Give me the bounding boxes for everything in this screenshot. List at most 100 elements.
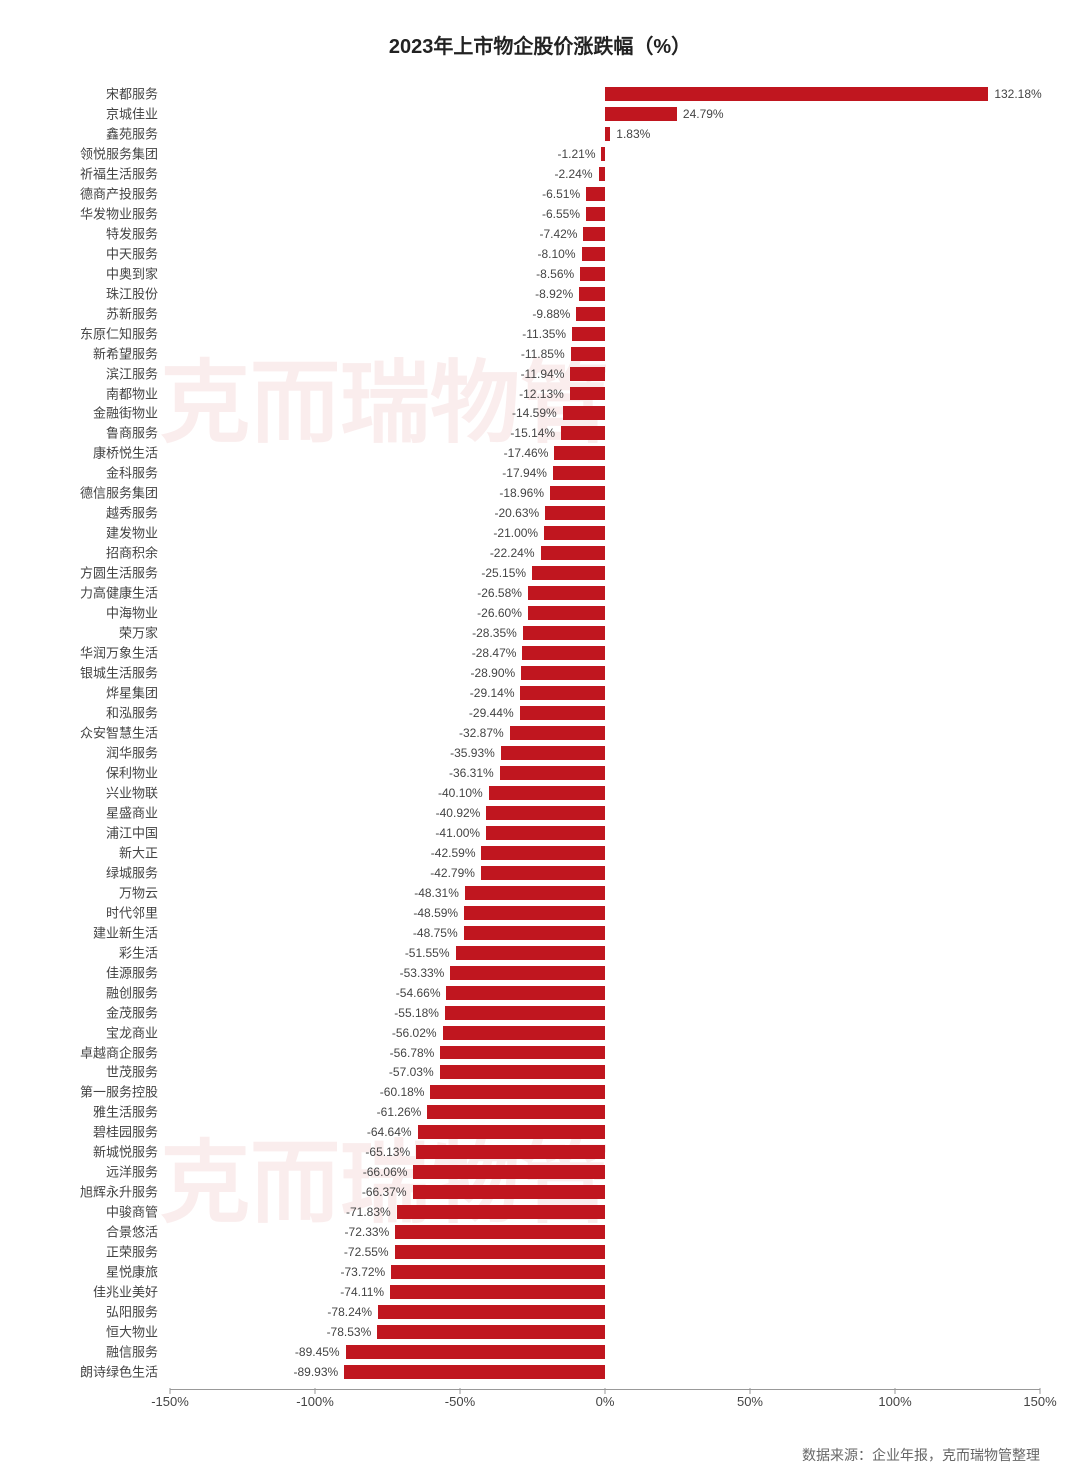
value-label: -72.33% — [345, 1226, 390, 1238]
bar — [501, 746, 605, 760]
y-category-label: 康桥悦生活 — [93, 447, 158, 460]
value-label: -11.94% — [521, 368, 565, 380]
chart-title: 2023年上市物企股价涨跌幅（%） — [0, 30, 1080, 59]
y-category-label: 东原仁知服务 — [80, 327, 158, 340]
value-label: -89.93% — [294, 1366, 339, 1378]
y-category-label: 卓越商企服务 — [80, 1046, 158, 1059]
value-label: -48.59% — [413, 907, 458, 919]
bar — [553, 466, 605, 480]
bar — [522, 646, 605, 660]
bar — [545, 506, 605, 520]
value-label: -55.18% — [394, 1007, 439, 1019]
value-label: -25.15% — [481, 567, 526, 579]
bar — [378, 1305, 605, 1319]
value-label: -40.10% — [438, 787, 483, 799]
y-category-label: 融信服务 — [106, 1346, 158, 1359]
x-tick-label: 50% — [737, 1394, 763, 1409]
bar — [523, 626, 605, 640]
value-label: -2.24% — [554, 168, 592, 180]
value-label: -17.94% — [502, 467, 547, 479]
y-category-label: 和泓服务 — [106, 707, 158, 720]
y-category-label: 宝龙商业 — [106, 1026, 158, 1039]
bar — [465, 886, 605, 900]
value-label: -66.37% — [362, 1186, 407, 1198]
y-category-label: 中天服务 — [106, 247, 158, 260]
bar — [344, 1365, 605, 1379]
bar — [413, 1165, 605, 1179]
y-category-label: 朗诗绿色生活 — [80, 1366, 158, 1379]
value-label: -35.93% — [450, 747, 495, 759]
y-category-label: 金融街物业 — [93, 407, 158, 420]
bar — [605, 87, 988, 101]
value-label: -48.31% — [414, 887, 459, 899]
y-category-label: 星盛商业 — [106, 806, 158, 819]
bar — [571, 347, 605, 361]
value-label: -29.14% — [470, 687, 515, 699]
bar — [520, 686, 605, 700]
bar — [486, 806, 605, 820]
bar — [554, 446, 605, 460]
y-category-label: 佳兆业美好 — [93, 1286, 158, 1299]
value-label: -6.55% — [542, 208, 580, 220]
y-category-label: 弘阳服务 — [106, 1306, 158, 1319]
y-category-label: 德信服务集团 — [80, 487, 158, 500]
bar — [576, 307, 605, 321]
y-category-label: 华发物业服务 — [80, 207, 158, 220]
value-label: -61.26% — [377, 1106, 422, 1118]
y-category-label: 佳源服务 — [106, 966, 158, 979]
y-category-label: 中海物业 — [106, 607, 158, 620]
value-label: -54.66% — [396, 987, 441, 999]
bar — [464, 906, 605, 920]
bar — [605, 107, 677, 121]
x-tick-label: 0% — [596, 1394, 615, 1409]
value-label: -20.63% — [494, 507, 539, 519]
y-category-label: 特发服务 — [106, 227, 158, 240]
y-category-label: 建业新生活 — [93, 926, 158, 939]
value-label: -26.60% — [477, 607, 522, 619]
y-category-label: 雅生活服务 — [93, 1106, 158, 1119]
value-label: 132.18% — [994, 88, 1041, 100]
bar — [532, 566, 605, 580]
value-label: -73.72% — [341, 1266, 386, 1278]
x-tick-label: 100% — [878, 1394, 911, 1409]
value-label: -28.90% — [471, 667, 516, 679]
value-label: -57.03% — [389, 1066, 434, 1078]
value-label: -8.92% — [535, 288, 573, 300]
y-category-label: 世茂服务 — [106, 1066, 158, 1079]
value-label: -22.24% — [490, 547, 535, 559]
bar — [395, 1225, 605, 1239]
value-label: -56.78% — [390, 1047, 435, 1059]
bar — [541, 546, 605, 560]
bar — [486, 826, 605, 840]
y-category-label: 南都物业 — [106, 387, 158, 400]
bar — [395, 1245, 605, 1259]
value-label: -65.13% — [365, 1146, 410, 1158]
bar — [390, 1285, 605, 1299]
bar — [570, 367, 605, 381]
y-category-label: 荣万家 — [119, 627, 158, 640]
value-label: -78.24% — [327, 1306, 372, 1318]
y-category-label: 新希望服务 — [93, 347, 158, 360]
bar — [528, 586, 605, 600]
bar — [572, 327, 605, 341]
y-category-label: 正荣服务 — [106, 1246, 158, 1259]
zero-line — [605, 80, 606, 1390]
data-source-label: 数据来源：企业年报，克而瑞物管整理 — [802, 1445, 1040, 1465]
value-label: -21.00% — [493, 527, 538, 539]
bar — [563, 406, 605, 420]
value-label: 1.83% — [616, 128, 650, 140]
bar — [586, 207, 605, 221]
y-category-label: 华润万象生活 — [80, 647, 158, 660]
y-category-label: 碧桂园服务 — [93, 1126, 158, 1139]
value-label: -28.35% — [472, 627, 517, 639]
y-category-label: 力高健康生活 — [80, 587, 158, 600]
value-label: -6.51% — [542, 188, 580, 200]
bar — [346, 1345, 605, 1359]
value-label: -9.88% — [532, 308, 570, 320]
value-label: -14.59% — [512, 407, 557, 419]
value-label: -51.55% — [405, 947, 450, 959]
value-label: -8.56% — [536, 268, 574, 280]
bar — [582, 247, 605, 261]
bar — [489, 786, 605, 800]
y-category-label: 中骏商管 — [106, 1206, 158, 1219]
